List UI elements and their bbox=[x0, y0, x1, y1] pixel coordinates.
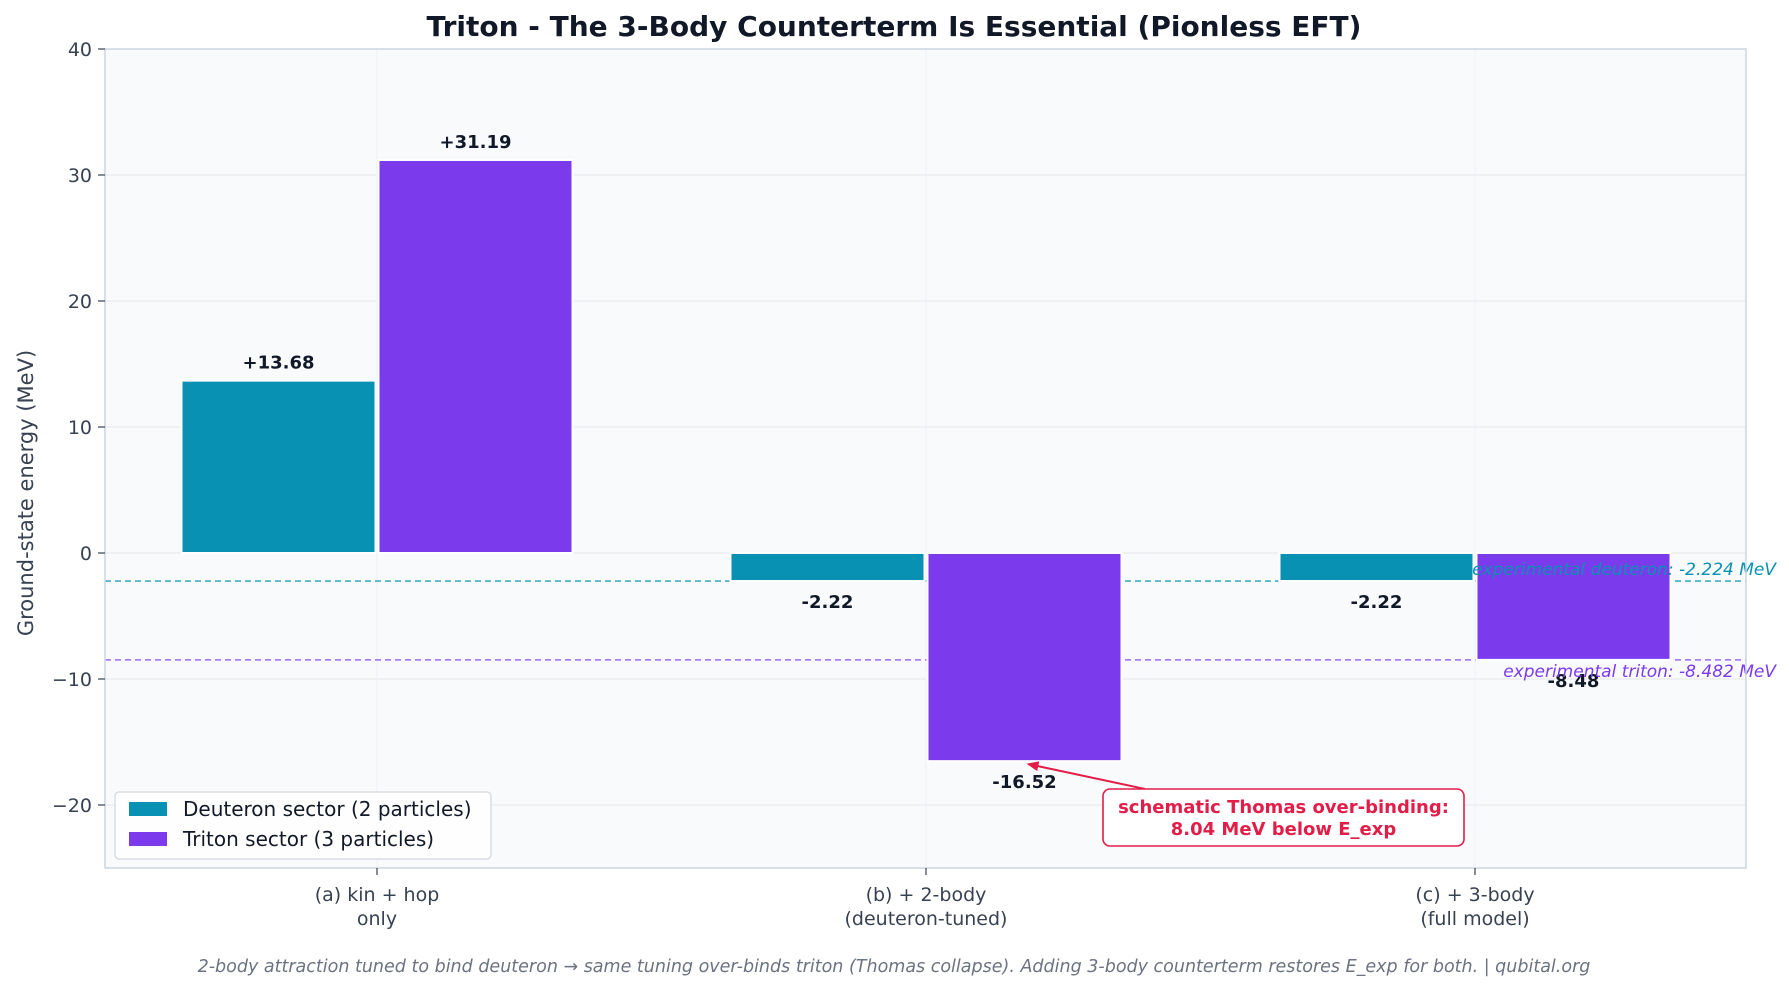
bar bbox=[926, 552, 1123, 763]
bar bbox=[1475, 552, 1672, 661]
bars bbox=[180, 159, 1672, 763]
chart-title: Triton - The 3-Body Counterterm Is Essen… bbox=[427, 10, 1362, 43]
reference-line-label: experimental triton: -8.482 MeV bbox=[1503, 662, 1777, 682]
data-label: -16.52 bbox=[992, 772, 1056, 793]
legend-label: Triton sector (3 particles) bbox=[182, 827, 434, 851]
bar bbox=[180, 379, 377, 554]
y-tick-label: 0 bbox=[80, 543, 92, 565]
footer-note: 2-body attraction tuned to bind deuteron… bbox=[198, 957, 1591, 977]
legend-swatch bbox=[129, 832, 167, 846]
x-tick-label: only bbox=[357, 908, 397, 930]
bar bbox=[1278, 552, 1475, 583]
y-axis: −20 −10 0 10 20 30 40 bbox=[52, 39, 105, 817]
bar bbox=[377, 159, 574, 554]
y-tick-label: −20 bbox=[52, 795, 92, 817]
annotation-box bbox=[1102, 788, 1465, 847]
data-label: -8.48 bbox=[1548, 671, 1600, 692]
reference-line-label: experimental deuteron: -2.224 MeV bbox=[1472, 560, 1777, 580]
y-tick-label: 20 bbox=[68, 291, 92, 313]
data-label: -2.22 bbox=[1351, 592, 1403, 613]
data-label: +13.68 bbox=[242, 353, 314, 374]
bar bbox=[729, 552, 926, 583]
y-tick-label: 10 bbox=[68, 417, 92, 439]
legend-box bbox=[114, 791, 492, 860]
reference-labels: experimental deuteron: -2.224 MeV experim… bbox=[1472, 560, 1777, 682]
y-tick-label: 30 bbox=[68, 165, 92, 187]
data-label: -2.22 bbox=[802, 592, 854, 613]
annotation-arrow bbox=[1026, 761, 1146, 790]
legend: Deuteron sector (2 particles) Triton sect… bbox=[114, 791, 492, 860]
y-tick-label: −10 bbox=[52, 669, 92, 691]
x-tick-label: (full model) bbox=[1420, 908, 1529, 930]
y-tick-label: 40 bbox=[68, 39, 92, 61]
annotation-text: schematic Thomas over-binding: bbox=[1118, 797, 1449, 818]
y-axis-label: Ground-state energy (MeV) bbox=[14, 350, 38, 636]
x-tick-label: (c) + 3-body bbox=[1415, 884, 1534, 906]
value-labels: +13.68 -2.22 -2.22 +31.19 -16.52 -8.48 bbox=[242, 132, 1599, 793]
x-tick-label: (deuteron-tuned) bbox=[845, 908, 1008, 930]
annotation: schematic Thomas over-binding:8.04 MeV b… bbox=[1026, 761, 1465, 847]
x-tick-label: (a) kin + hop bbox=[315, 884, 440, 906]
data-label: +31.19 bbox=[439, 132, 511, 153]
legend-swatch bbox=[129, 802, 167, 816]
legend-label: Deuteron sector (2 particles) bbox=[183, 797, 472, 821]
x-tick-label: (b) + 2-body bbox=[866, 884, 987, 906]
annotation-text: 8.04 MeV below E_exp bbox=[1171, 819, 1397, 840]
